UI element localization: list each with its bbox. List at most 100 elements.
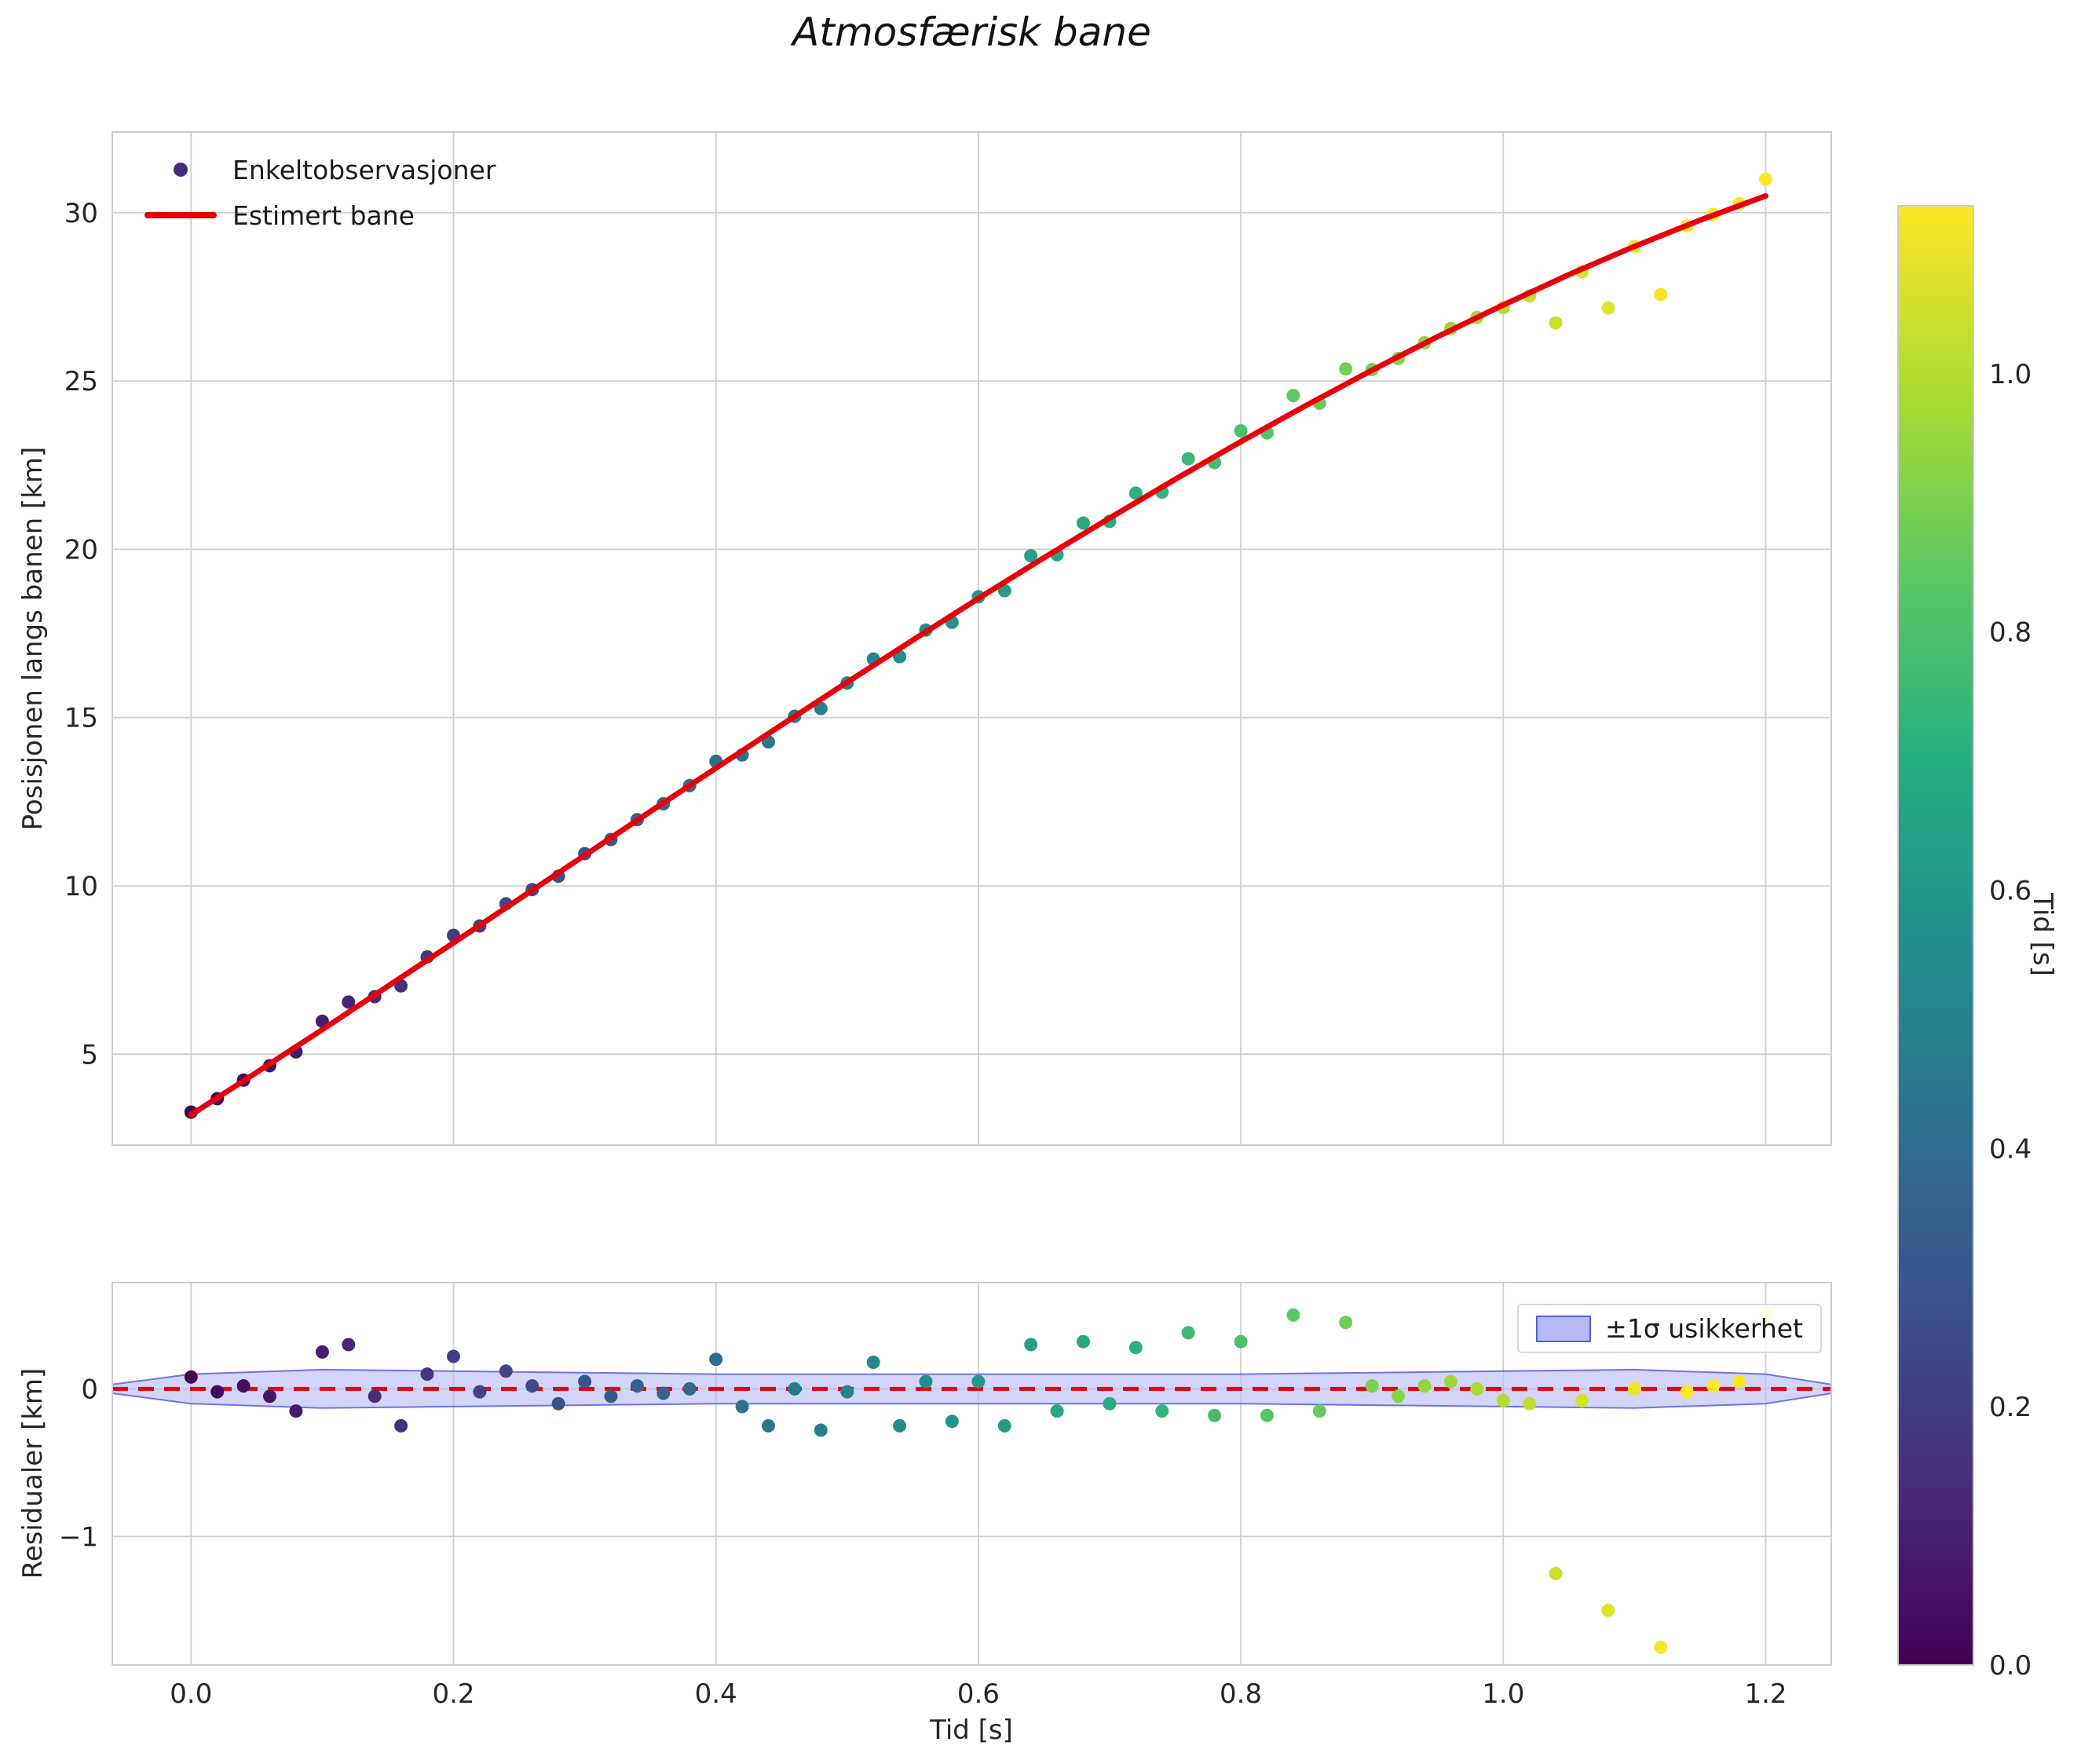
residual-point bbox=[1260, 1408, 1274, 1422]
colorbar bbox=[1897, 205, 1974, 1666]
svg-text:0.4: 0.4 bbox=[1989, 1133, 2032, 1165]
residual-point bbox=[210, 1385, 225, 1399]
residual-point bbox=[1654, 1640, 1668, 1654]
residual-axes-frame bbox=[112, 1282, 1832, 1666]
residual-point bbox=[919, 1374, 933, 1389]
residual-point bbox=[447, 1349, 460, 1363]
main-y-axis-label: Posisjonen langs banen [km] bbox=[17, 446, 49, 831]
data-point bbox=[1128, 486, 1143, 500]
residual-point bbox=[1103, 1396, 1117, 1411]
residual-point bbox=[709, 1352, 723, 1367]
chart-title: Atmosfærisk bane bbox=[792, 9, 1151, 55]
residual-point bbox=[1077, 1334, 1090, 1349]
residual-point bbox=[1286, 1308, 1300, 1322]
colorbar-tick-labels: 0.0 0.2 0.4 0.6 0.8 1.0 bbox=[1989, 359, 2032, 1682]
residuals-scatter bbox=[184, 1308, 1772, 1654]
data-point bbox=[1077, 516, 1090, 530]
svg-text:0.6: 0.6 bbox=[1989, 876, 2032, 907]
residual-point bbox=[342, 1338, 356, 1352]
residual-point bbox=[1706, 1379, 1721, 1393]
svg-text:0.8: 0.8 bbox=[1989, 617, 2032, 649]
residual-legend: ±1σ usikkerhet bbox=[1517, 1304, 1822, 1353]
fit-line bbox=[188, 192, 1768, 1118]
residual-point bbox=[1050, 1404, 1064, 1418]
residual-point bbox=[945, 1414, 959, 1429]
residual-point bbox=[1627, 1382, 1641, 1396]
svg-text:0.2: 0.2 bbox=[432, 1678, 474, 1710]
fit-line-swatch-icon bbox=[144, 212, 217, 218]
data-point bbox=[1759, 172, 1772, 186]
svg-text:5: 5 bbox=[81, 1039, 98, 1070]
data-point bbox=[1024, 549, 1038, 563]
main-legend: Enkeltobservasjoner Estimert bane bbox=[140, 154, 496, 231]
residual-point bbox=[236, 1379, 251, 1393]
svg-text:25: 25 bbox=[64, 366, 98, 397]
residual-point bbox=[893, 1418, 907, 1433]
svg-text:10: 10 bbox=[64, 871, 98, 902]
residual-point bbox=[1417, 1379, 1432, 1393]
residual-point bbox=[682, 1382, 697, 1396]
uncertainty-band-swatch-icon bbox=[1536, 1315, 1592, 1342]
residual-point bbox=[1575, 1393, 1589, 1407]
svg-text:15: 15 bbox=[64, 703, 98, 734]
residual-point bbox=[1208, 1408, 1222, 1422]
svg-text:0.2: 0.2 bbox=[1989, 1392, 2032, 1423]
residual-point bbox=[735, 1400, 749, 1414]
residual-point bbox=[184, 1370, 198, 1384]
residual-point bbox=[1312, 1404, 1326, 1418]
residual-point bbox=[1601, 1603, 1615, 1617]
residual-point bbox=[604, 1389, 618, 1404]
residual-point bbox=[1470, 1382, 1484, 1396]
residual-point bbox=[840, 1385, 854, 1399]
residual-point bbox=[971, 1374, 986, 1389]
residual-point bbox=[1680, 1385, 1694, 1399]
data-point bbox=[1549, 316, 1563, 330]
residual-point bbox=[420, 1367, 434, 1382]
svg-text:0: 0 bbox=[81, 1374, 98, 1405]
residual-point bbox=[1365, 1379, 1379, 1393]
colorbar-label: Tid [s] bbox=[2027, 893, 2058, 976]
main-y-tick-labels: 5 10 15 20 25 30 bbox=[64, 198, 98, 1070]
residual-point bbox=[1496, 1393, 1510, 1407]
svg-text:−1: −1 bbox=[59, 1521, 98, 1553]
x-axis-label: Tid [s] bbox=[930, 1715, 1013, 1746]
residual-point bbox=[762, 1418, 775, 1433]
svg-text:0.6: 0.6 bbox=[957, 1678, 1000, 1710]
legend-observations-label: Enkeltobservasjoner bbox=[232, 154, 496, 185]
data-point bbox=[1654, 287, 1668, 302]
residual-point bbox=[814, 1423, 828, 1437]
svg-text:0.8: 0.8 bbox=[1220, 1678, 1262, 1710]
residual-point bbox=[1234, 1334, 1248, 1349]
svg-text:1.0: 1.0 bbox=[1482, 1678, 1524, 1710]
residual-point bbox=[368, 1389, 382, 1404]
svg-text:0.0: 0.0 bbox=[170, 1678, 212, 1710]
data-point bbox=[1234, 424, 1248, 438]
residual-point bbox=[630, 1379, 644, 1393]
data-point bbox=[1181, 452, 1195, 466]
residual-y-tick-labels: 0 −1 bbox=[59, 1374, 98, 1553]
residual-point bbox=[263, 1389, 276, 1404]
residual-point bbox=[315, 1345, 329, 1359]
residual-point bbox=[1155, 1404, 1169, 1418]
residual-point bbox=[394, 1418, 408, 1433]
residual-point bbox=[525, 1379, 539, 1393]
data-point bbox=[1601, 301, 1615, 315]
residual-point bbox=[1128, 1341, 1143, 1355]
svg-text:0.0: 0.0 bbox=[1989, 1650, 2032, 1682]
residual-point bbox=[1024, 1338, 1038, 1352]
data-point bbox=[814, 701, 828, 715]
legend-item-observations: Enkeltobservasjoner bbox=[140, 154, 496, 185]
residual-point bbox=[473, 1385, 487, 1399]
svg-text:1.0: 1.0 bbox=[1989, 359, 2032, 390]
legend-item-fit: Estimert bane bbox=[140, 199, 496, 231]
data-point bbox=[1339, 362, 1353, 376]
svg-text:0.4: 0.4 bbox=[695, 1678, 737, 1710]
svg-text:1.2: 1.2 bbox=[1744, 1678, 1787, 1710]
residual-point bbox=[578, 1374, 592, 1389]
residual-point bbox=[499, 1364, 513, 1378]
residual-point bbox=[1549, 1566, 1563, 1580]
residual-point bbox=[997, 1418, 1011, 1433]
